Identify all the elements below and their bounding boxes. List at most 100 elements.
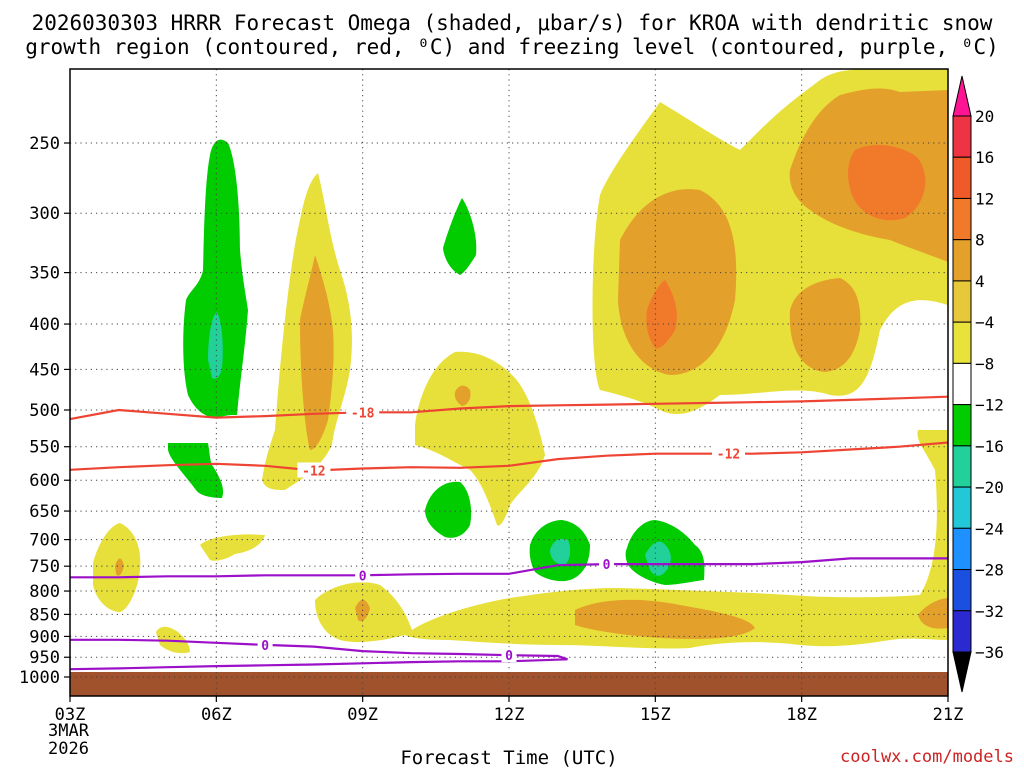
x-tick-label: 12Z <box>494 705 525 725</box>
contour-label-bg <box>501 647 517 663</box>
omega-region-8-12 <box>300 255 334 450</box>
y-tick-label: 800 <box>29 582 60 602</box>
y-tick-label: 300 <box>29 204 60 224</box>
colorbar-tick-label: 16 <box>975 148 994 167</box>
y-tick-label: 650 <box>29 502 60 522</box>
x-axis: 03Z 06Z 09Z 12Z 15Z 18Z 21Z <box>55 696 964 725</box>
omega-region-12-16 <box>646 280 677 349</box>
omega-region-neg8-neg12 <box>208 312 223 379</box>
colorbar-tick-label: −20 <box>975 478 1004 497</box>
omega-region-neg4-neg8 <box>168 443 224 498</box>
omega-region-8-12 <box>575 599 755 639</box>
y-tick-label: 550 <box>29 438 60 458</box>
colorbar-bin <box>952 197 972 241</box>
x-tick-label: 09Z <box>347 705 378 725</box>
chart-title-line1: 2026030303 HRRR Forecast Omega (shaded, … <box>32 11 993 35</box>
y-tick-label: 700 <box>29 531 60 551</box>
x-start-year: 2026 <box>48 739 89 759</box>
y-axis: 2503003504004505005506006507007508008509… <box>19 134 70 688</box>
gridlines <box>70 69 948 696</box>
colorbar-tick-label: −8 <box>975 354 994 373</box>
colorbar: 20 16 12 8 4 −4 −8 −12 −16 −20 −24 −28 −32 −36 <box>952 75 1004 693</box>
y-tick-label: 250 <box>29 134 60 154</box>
x-tick-label: 15Z <box>640 705 671 725</box>
contour-line <box>69 638 568 671</box>
contour-label: -12 <box>717 448 740 463</box>
y-tick-label: 400 <box>29 315 60 335</box>
contour-line <box>70 557 948 579</box>
omega-region-neg4-neg8 <box>443 198 477 275</box>
y-tick-label: 950 <box>29 648 60 668</box>
colorbar-tick-label: 12 <box>975 189 994 208</box>
colorbar-bin <box>952 239 972 282</box>
chart-title-line2: growth region (contoured, red, ⁰C) and f… <box>25 35 999 59</box>
omega-region-8-12 <box>454 385 471 406</box>
colorbar-bin <box>952 362 972 406</box>
x-tick-label: 03Z <box>55 705 86 725</box>
colorbar-bin <box>952 527 972 571</box>
omega-region-neg4-neg8 <box>425 481 472 538</box>
contour-label-bg <box>712 445 745 461</box>
colorbar-tick-label: −32 <box>975 602 1004 621</box>
omega-region-4-8 <box>415 351 545 526</box>
omega-region-4-8 <box>200 534 265 561</box>
colorbar-bin <box>952 115 972 158</box>
x-tick-label: 18Z <box>786 705 817 725</box>
omega-region-8-12 <box>115 558 124 576</box>
contour-label-bg <box>346 404 380 420</box>
y-tick-label: 1000 <box>19 668 60 688</box>
plot-area: -18 -12 -12 0 0 0 0 <box>69 68 949 697</box>
contour-label-bg <box>297 462 331 478</box>
x-tick-label: 21Z <box>933 705 964 725</box>
colorbar-bin <box>952 404 972 447</box>
colorbar-top-arrow <box>952 75 972 117</box>
x-start-date: 3MAR <box>48 721 90 741</box>
colorbar-bin <box>952 486 972 529</box>
contour-label-bg <box>599 556 615 572</box>
contour-label: -12 <box>302 464 325 479</box>
y-tick-label: 350 <box>29 264 60 284</box>
contour-label: 0 <box>261 639 269 654</box>
colorbar-tick-label: −12 <box>975 396 1004 415</box>
contour-lines: -18 -12 -12 0 0 0 0 <box>69 395 949 671</box>
colorbar-tick-label: −16 <box>975 437 1004 456</box>
colorbar-tick-label: 8 <box>975 231 985 250</box>
colorbar-bin <box>952 610 972 653</box>
colorbar-bin <box>952 280 972 323</box>
contour-label: 0 <box>359 569 367 584</box>
colorbar-tick-label: −28 <box>975 561 1004 580</box>
omega-region-8-12 <box>789 278 861 372</box>
y-tick-label: 750 <box>29 557 60 577</box>
contour-line <box>69 441 949 472</box>
contour-label: 0 <box>603 558 611 573</box>
y-tick-label: 500 <box>29 401 60 421</box>
colorbar-tick-label: 4 <box>975 272 985 291</box>
colorbar-tick-label: −36 <box>975 643 1004 662</box>
contour-line <box>69 395 949 421</box>
omega-region-neg8-neg12 <box>550 538 571 565</box>
colorbar-tick-label: 20 <box>975 107 994 126</box>
y-tick-label: 900 <box>29 627 60 647</box>
omega-region-12-16 <box>848 145 926 221</box>
colorbar-tick-label: −4 <box>975 313 994 332</box>
x-tick-label: 06Z <box>201 705 232 725</box>
contour-label: 0 <box>505 649 513 664</box>
y-tick-label: 850 <box>29 605 60 625</box>
colorbar-bin <box>952 321 972 364</box>
colorbar-bin <box>952 445 972 488</box>
contour-label-bg <box>355 567 371 583</box>
x-axis-label: Forecast Time (UTC) <box>400 747 617 768</box>
colorbar-bottom-arrow <box>952 651 972 693</box>
contour-label: -18 <box>351 406 375 421</box>
omega-shading <box>93 69 948 654</box>
credit-text: coolwx.com/models <box>840 747 1014 767</box>
colorbar-bin <box>952 569 972 612</box>
omega-region-neg8-neg12 <box>645 541 671 576</box>
omega-region-8-12 <box>918 598 948 629</box>
omega-region-neg4-neg8 <box>183 139 248 418</box>
colorbar-tick-label: −24 <box>975 519 1004 538</box>
contour-label-bg <box>257 636 273 652</box>
colorbar-bin <box>952 156 972 199</box>
terrain-ground <box>70 672 948 696</box>
